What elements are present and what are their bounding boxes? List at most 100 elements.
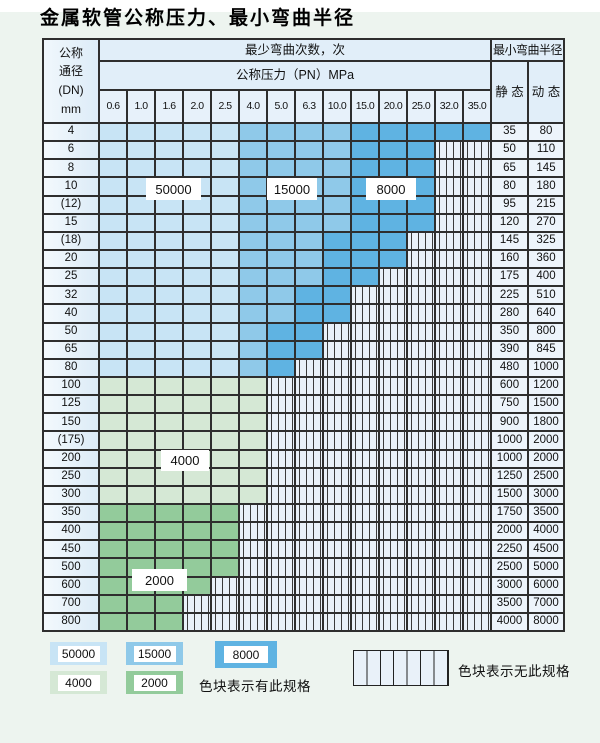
no-spec-cell [435,213,463,232]
static-radius-value: 1000 [491,449,528,468]
spec-cell [99,304,127,323]
no-spec-cell [407,413,435,432]
no-spec-cell [463,467,491,486]
dynamic-radius-value: 4000 [528,522,564,541]
spec-cell [127,286,155,305]
spec-cell [127,231,155,250]
spec-cell [211,558,239,577]
spec-cell [99,395,127,414]
dn-cell: 400 [43,522,99,541]
spec-cell [351,141,379,160]
spec-cell [127,268,155,287]
no-spec-cell [463,231,491,250]
spec-cell [295,268,323,287]
spec-cell [323,249,351,269]
no-spec-cell [239,576,267,595]
spec-cell [379,249,407,269]
spec-cell [267,249,295,269]
dynamic-radius-value: 360 [528,249,564,269]
no-spec-cell [295,358,323,377]
spec-cell [99,576,127,595]
no-spec-cell [351,449,379,468]
spec-cell [127,340,155,359]
dynamic-radius-value: 3000 [528,485,564,504]
spec-cell [99,558,127,577]
no-spec-cell [351,395,379,414]
spec-cell [267,322,295,341]
no-spec-cell [379,322,407,341]
no-spec-cell [239,540,267,559]
spec-cell [155,231,183,250]
spec-cell [99,141,127,160]
spec-cell [127,195,155,214]
no-spec-cell [183,612,211,631]
static-radius-value: 80 [491,177,528,196]
no-spec-cell [463,485,491,504]
spec-cell [183,249,211,269]
no-spec-cell [463,249,491,269]
spec-cell [183,485,211,504]
spec-cell [323,231,351,250]
page-title: 金属软管公称压力、最小弯曲半径 [40,7,356,29]
no-spec-cell [211,594,239,613]
no-spec-cell [323,413,351,432]
no-spec-cell [463,522,491,541]
spec-cell [183,558,211,577]
dn-cell: 150 [43,413,99,432]
spec-cell [211,304,239,323]
no-spec-cell [463,449,491,468]
no-spec-cell [463,195,491,214]
no-spec-cell [379,558,407,577]
no-spec-cell [435,485,463,504]
no-spec-cell [435,503,463,523]
dynamic-radius-value: 800 [528,322,564,341]
spec-cell [127,358,155,377]
spec-cell [99,177,127,196]
spec-cell [239,231,267,250]
spec-cell [379,213,407,232]
no-spec-cell [351,304,379,323]
spec-cell [211,159,239,178]
bend-cycles-header: 最少弯曲次数，次 [99,39,491,61]
no-spec-cell [463,431,491,450]
spec-cell [323,304,351,323]
spec-cell [183,123,211,142]
dn-cell: 25 [43,268,99,287]
spec-cell [323,195,351,214]
no-spec-cell [407,231,435,250]
spec-cell [211,268,239,287]
no-spec-cell [379,576,407,595]
no-spec-cell [239,503,267,523]
dn-cell: 40 [43,304,99,323]
no-spec-cell [463,268,491,287]
spec-cell [351,195,379,214]
spec-cell [183,431,211,450]
spec-cell [127,594,155,613]
no-spec-cell [407,358,435,377]
no-spec-cell [463,558,491,577]
spec-cell [99,503,127,523]
spec-cell [211,231,239,250]
spec-cell [155,612,183,631]
spec-cell [127,159,155,178]
spec-cell [351,213,379,232]
dn-cell: 15 [43,213,99,232]
nominal-pressure-header: 公称压力（PN）MPa [99,61,491,90]
pn-col-header: 15.0 [351,90,379,123]
spec-cell [99,268,127,287]
spec-cell [239,304,267,323]
spec-cell [351,268,379,287]
no-spec-cell [379,503,407,523]
dynamic-radius-value: 6000 [528,576,564,595]
pn-col-header: 32.0 [435,90,463,123]
dynamic-radius-value: 1500 [528,395,564,414]
no-spec-cell [435,594,463,613]
no-spec-cell [295,558,323,577]
top-margin-strip [0,0,600,12]
static-radius-value: 280 [491,304,528,323]
no-spec-cell [267,540,295,559]
pn-col-header: 1.0 [127,90,155,123]
spec-cell [99,612,127,631]
no-spec-cell [323,594,351,613]
spec-cell [99,540,127,559]
